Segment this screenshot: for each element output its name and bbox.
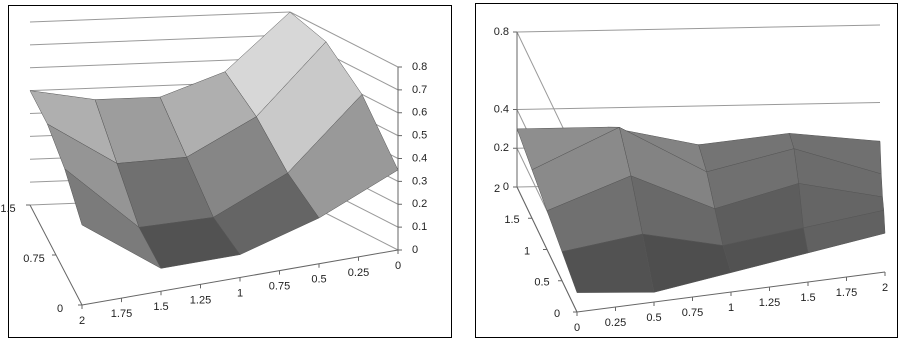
x-tick-label: 0.5 <box>311 274 326 286</box>
z-tick-label: 0.5 <box>412 130 427 142</box>
y-tick-label: 1.5 <box>0 203 15 215</box>
x-tick-label: 2 <box>79 315 85 327</box>
z-tick-label: 0.4 <box>494 103 509 115</box>
surface-patch <box>64 168 162 270</box>
x-tick-label: 0.75 <box>269 281 290 293</box>
y-tick-label: 0 <box>57 303 63 315</box>
y-tick-label: 1.5 <box>504 214 519 226</box>
x-tick-label: 1 <box>237 287 243 299</box>
grid-line <box>516 102 881 110</box>
surface-patch <box>561 233 655 293</box>
panel-border <box>475 3 898 338</box>
z-tick-label: 0.4 <box>412 152 427 164</box>
z-tick-label: 0.1 <box>412 221 427 233</box>
z-tick-label: 0.8 <box>494 26 509 38</box>
x-tick-label: 0 <box>574 322 580 334</box>
z-tick-label: 0.6 <box>412 107 427 119</box>
z-tick-label: 0 <box>412 244 418 256</box>
x-tick-label: 1.25 <box>759 297 780 309</box>
grid-line <box>29 11 291 23</box>
x-tick-label: 1.75 <box>111 308 132 320</box>
z-tick-label: 0.3 <box>412 175 427 187</box>
grid-line <box>516 24 881 33</box>
x-tick-label: 1.5 <box>800 292 815 304</box>
y-tick-label: 0 <box>554 308 560 320</box>
y-tick-label: 2 <box>494 183 500 195</box>
z-tick-label: 0.2 <box>412 198 427 210</box>
x-tick-label: 1 <box>728 302 734 314</box>
x-tick-label: 0 <box>395 260 401 272</box>
x-tick-label: 1.25 <box>190 294 211 306</box>
panel-border <box>8 5 452 338</box>
grid-line <box>289 11 399 68</box>
z-tick-label: 0.2 <box>494 142 509 154</box>
x-tick-label: 1.5 <box>153 301 168 313</box>
x-tick-label: 0.25 <box>605 317 626 329</box>
x-tick-label: 2 <box>882 282 888 294</box>
y-tick-label: 0.75 <box>23 253 44 265</box>
z-tick-label: 0.8 <box>412 61 427 73</box>
z-tick-label: 0 <box>503 181 509 193</box>
grid-line <box>29 34 291 46</box>
y-tick-label: 1 <box>524 245 530 257</box>
x-tick-label: 1.75 <box>836 287 857 299</box>
x-tick-label: 0.75 <box>682 307 703 319</box>
x-tick-label: 0.5 <box>646 312 661 324</box>
y-tick-label: 0.5 <box>534 277 549 289</box>
z-tick-label: 0.7 <box>412 84 427 96</box>
x-tick-label: 0.25 <box>348 267 369 279</box>
